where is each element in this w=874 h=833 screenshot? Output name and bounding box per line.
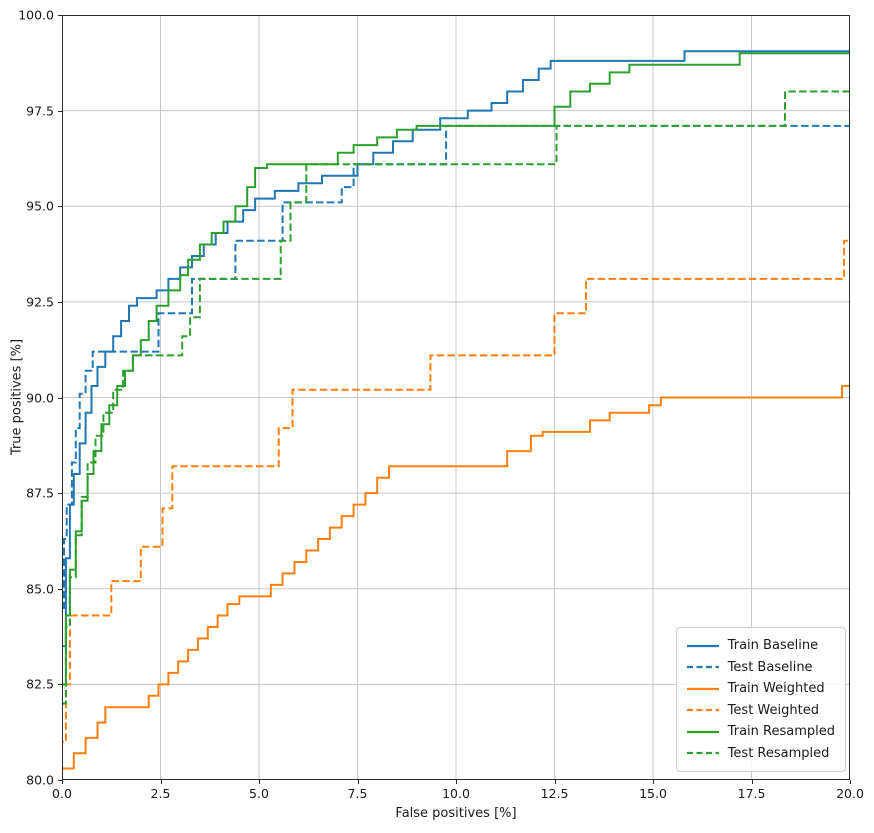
y-tick-label: 85.0 — [26, 581, 54, 597]
x-tick-mark — [259, 780, 260, 784]
y-tick-mark — [58, 15, 62, 16]
x-tick-label: 20.0 — [836, 786, 864, 801]
legend-entry-train-weighted: Train Weighted — [686, 678, 835, 700]
legend-label: Train Baseline — [727, 638, 819, 654]
y-tick-mark — [58, 206, 62, 208]
series-train-resampled — [62, 52, 850, 780]
y-tick-mark — [58, 301, 62, 303]
legend-label: Test Weighted — [727, 702, 819, 718]
legend-entry-train-baseline: Train Baseline — [686, 635, 835, 657]
legend-label: Test Baseline — [727, 659, 813, 675]
plot-area — [62, 15, 850, 780]
plot-border — [62, 15, 850, 780]
legend-entry-train-resampled: Train Resampled — [686, 721, 835, 743]
y-tick-mark — [58, 110, 62, 112]
x-tick-mark — [62, 780, 63, 784]
x-tick-label: 2.5 — [150, 786, 171, 801]
legend-line-sample — [686, 709, 719, 712]
y-tick-label: 95.0 — [26, 198, 54, 214]
series-test-baseline — [62, 124, 850, 780]
series-test-weighted — [62, 239, 850, 780]
y-tick-mark — [58, 397, 62, 399]
y-tick-label: 82.5 — [26, 676, 54, 692]
x-tick-label: 7.5 — [347, 786, 368, 801]
y-tick-mark — [58, 588, 62, 590]
y-tick-label: 90.0 — [26, 390, 54, 405]
legend-line-sample — [686, 666, 719, 669]
y-tick-label: 97.5 — [26, 103, 54, 119]
legend-label: Test Resampled — [727, 745, 830, 761]
x-tick-label: 0.0 — [52, 786, 72, 801]
y-tick-label: 92.5 — [26, 294, 54, 310]
legend-entry-test-baseline: Test Baseline — [686, 657, 835, 679]
legend-line-sample — [686, 687, 719, 690]
x-tick-mark — [850, 780, 851, 784]
y-tick-mark — [58, 684, 62, 686]
x-tick-label: 15.0 — [639, 786, 667, 801]
series-test-resampled — [62, 90, 850, 780]
series-train-weighted — [62, 385, 850, 780]
x-tick-mark — [357, 780, 359, 784]
x-tick-label: 5.0 — [249, 786, 269, 801]
x-tick-mark — [751, 780, 753, 784]
x-tick-label: 17.5 — [737, 786, 766, 801]
legend-line-sample — [686, 752, 719, 755]
y-tick-label: 80.0 — [26, 772, 54, 788]
legend-label: Train Weighted — [727, 681, 825, 697]
x-tick-mark — [653, 780, 654, 784]
legend-entry-test-weighted: Test Weighted — [686, 700, 835, 722]
legend-line-sample — [686, 644, 719, 647]
legend-label: Train Resampled — [727, 724, 835, 740]
legend-entry-test-resampled: Test Resampled — [686, 743, 835, 765]
y-tick-mark — [58, 493, 62, 495]
legend: Train Baseline Test Baseline Train Weighte… — [675, 627, 846, 772]
x-tick-mark — [456, 780, 457, 784]
x-tick-mark — [554, 780, 556, 784]
y-tick-mark — [58, 780, 62, 781]
y-tick-label: 87.5 — [26, 485, 54, 501]
y-tick-label: 100.0 — [18, 7, 54, 23]
x-tick-label: 12.5 — [540, 786, 569, 801]
x-axis-label: False positives [%] — [395, 806, 517, 821]
x-tick-mark — [160, 780, 162, 784]
legend-line-sample — [686, 730, 719, 733]
x-tick-label: 10.0 — [442, 786, 470, 801]
